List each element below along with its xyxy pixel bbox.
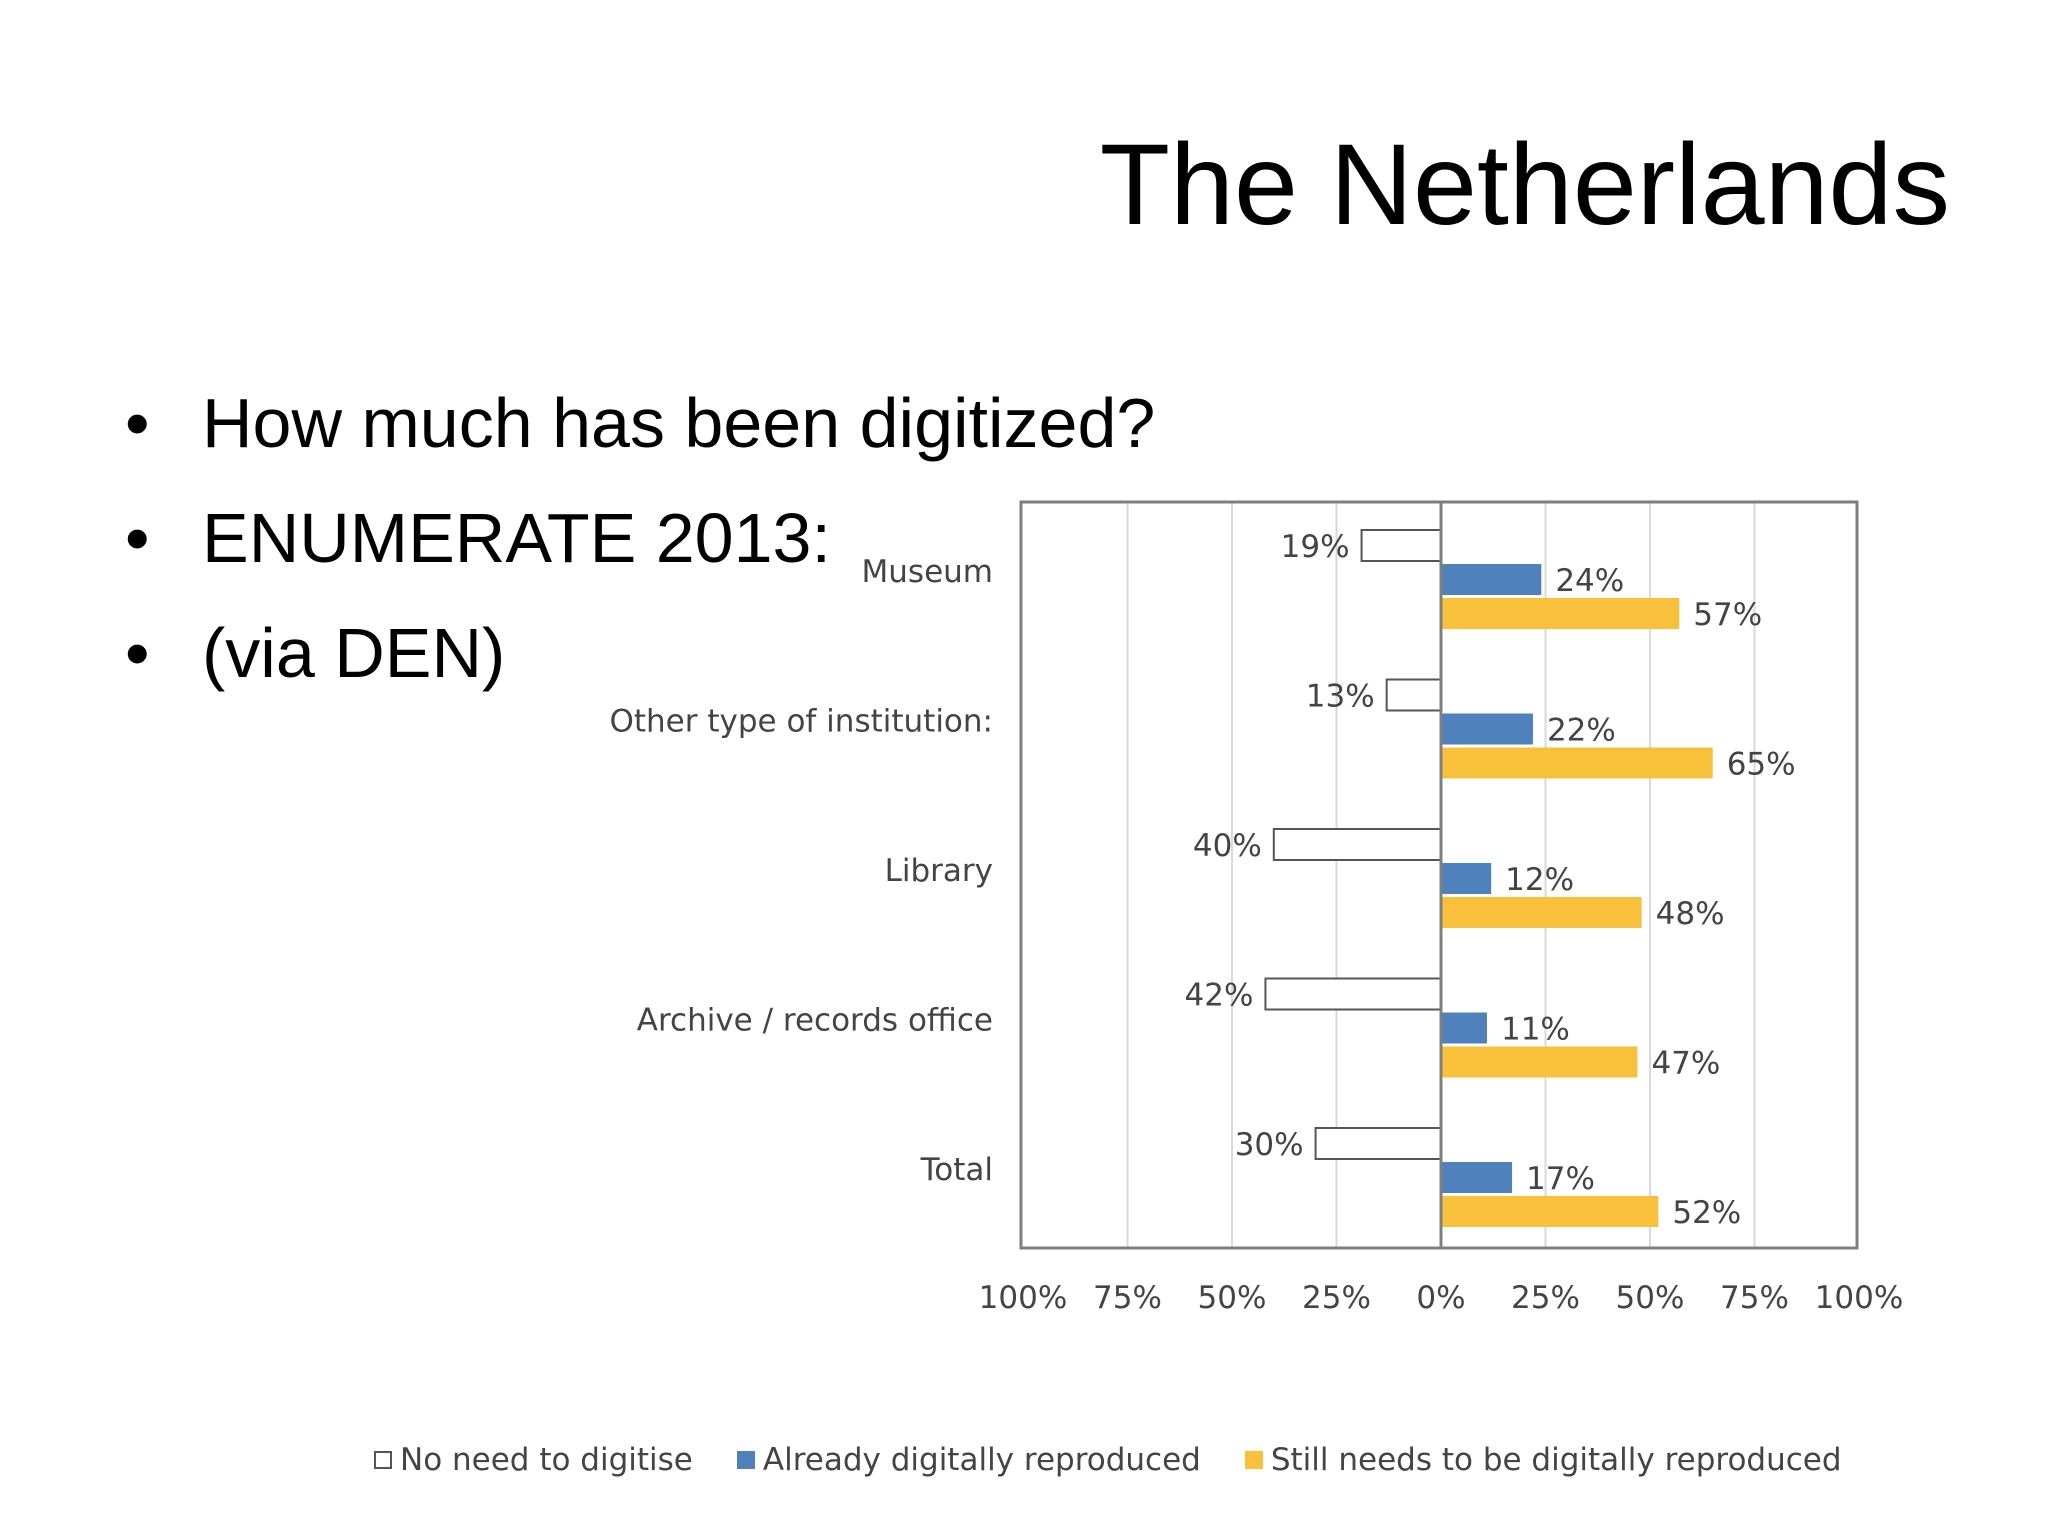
bar-no-need	[1385, 678, 1443, 712]
data-label: 40%	[1193, 828, 1262, 864]
legend-label: Still needs to be digitally reproduced	[1270, 1442, 1842, 1478]
bullet-list: How much has been digitized? ENUMERATE 2…	[125, 378, 1155, 723]
data-label: 24%	[1555, 563, 1624, 599]
x-tick-label: 100%	[1815, 1280, 1904, 1316]
data-label: 19%	[1281, 529, 1350, 565]
bar-already-digitised	[1441, 1162, 1513, 1193]
x-tick-label: 50%	[1616, 1280, 1685, 1316]
data-label: 48%	[1656, 896, 1725, 932]
chart-legend: No need to digitise Already digitally re…	[374, 1442, 1842, 1478]
legend-item-already-digitised: Already digitally reproduced	[736, 1442, 1201, 1478]
x-tick-label: 25%	[1511, 1280, 1580, 1316]
x-tick-label: 100%	[979, 1280, 1068, 1316]
legend-swatch-already-digitised	[736, 1451, 755, 1469]
bar-still-needs	[1441, 897, 1642, 928]
bar-no-need	[1264, 977, 1442, 1011]
bar-still-needs	[1441, 598, 1680, 629]
data-label: 17%	[1526, 1161, 1595, 1197]
bar-already-digitised	[1441, 564, 1542, 595]
data-label: 11%	[1501, 1012, 1570, 1048]
x-tick-label: 75%	[1720, 1280, 1789, 1316]
bullet-item: (via DEN)	[125, 608, 1155, 723]
data-label: 12%	[1505, 862, 1574, 898]
data-label: 30%	[1235, 1127, 1304, 1163]
category-label: Archive / records office	[637, 1003, 993, 1039]
category-label: Other type of institution:	[609, 704, 993, 740]
legend-label: No need to digitise	[400, 1442, 693, 1478]
bar-still-needs	[1441, 1046, 1638, 1078]
data-label: 47%	[1651, 1046, 1720, 1082]
x-tick-label: 25%	[1302, 1280, 1371, 1316]
x-tick-label: 75%	[1093, 1280, 1162, 1316]
data-label: 52%	[1672, 1195, 1741, 1231]
plot-area-border	[1019, 500, 1859, 1250]
slide-title: The Netherlands	[1099, 121, 1950, 249]
bar-still-needs	[1441, 1196, 1659, 1227]
data-label: 42%	[1185, 978, 1254, 1014]
x-tick-label: 50%	[1198, 1280, 1267, 1316]
category-label: Library	[885, 853, 993, 889]
bar-already-digitised	[1441, 713, 1533, 745]
x-tick-label: 0%	[1416, 1280, 1465, 1316]
bar-no-need	[1314, 1127, 1442, 1160]
category-label: Total	[920, 1152, 993, 1188]
data-label: 65%	[1727, 747, 1796, 783]
data-label: 57%	[1693, 597, 1762, 633]
bar-no-need	[1360, 529, 1442, 562]
bullet-item: ENUMERATE 2013:	[125, 493, 1155, 608]
data-label: 13%	[1306, 679, 1375, 715]
legend-label: Already digitally reproduced	[762, 1442, 1201, 1478]
category-label: Museum	[862, 554, 993, 590]
bullet-item: How much has been digitized?	[125, 378, 1155, 493]
bar-still-needs	[1441, 747, 1713, 779]
bar-already-digitised	[1441, 1012, 1487, 1044]
legend-swatch-still-needs	[1244, 1451, 1263, 1469]
bar-already-digitised	[1441, 863, 1492, 894]
data-label: 22%	[1547, 713, 1616, 749]
legend-item-no-need: No need to digitise	[374, 1442, 693, 1478]
legend-swatch-no-need	[374, 1451, 392, 1469]
legend-item-still-needs: Still needs to be digitally reproduced	[1244, 1442, 1842, 1478]
bar-no-need	[1272, 828, 1443, 861]
